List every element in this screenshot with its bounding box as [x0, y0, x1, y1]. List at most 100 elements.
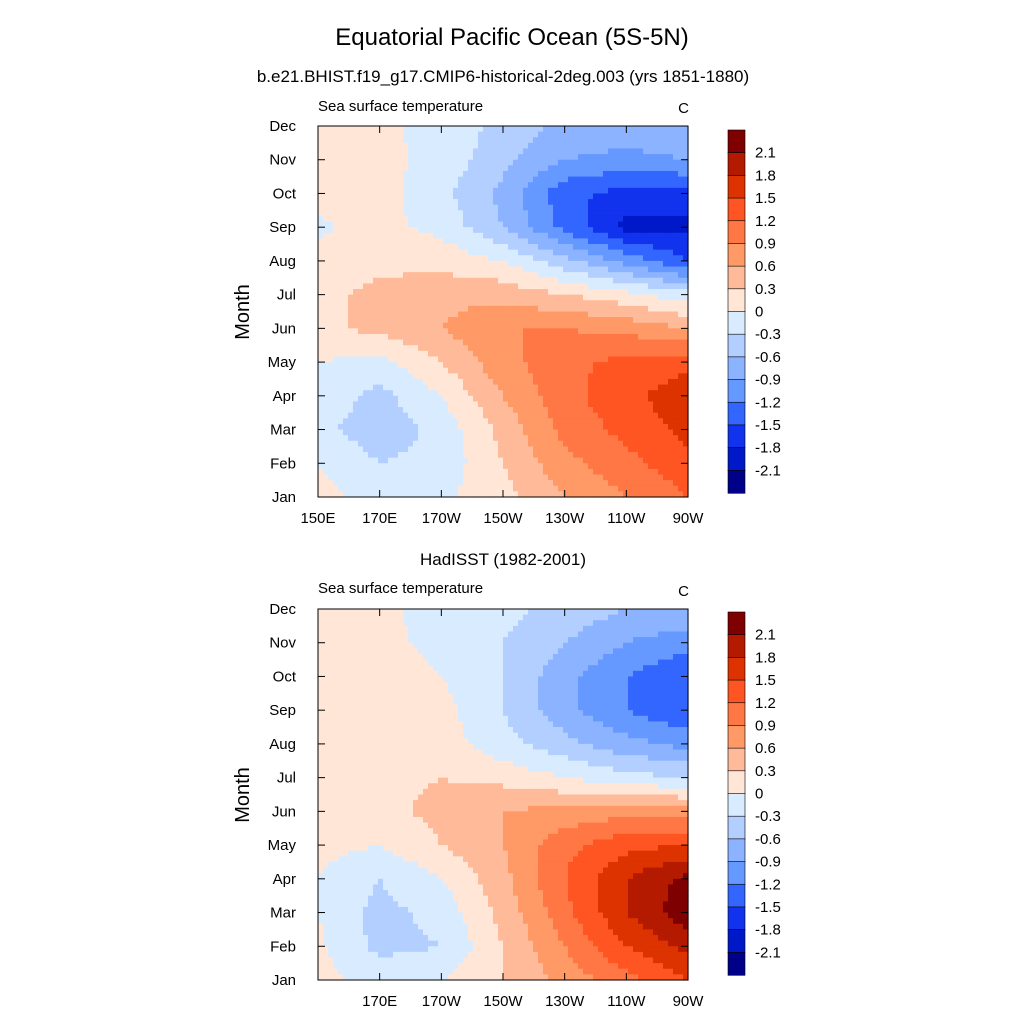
- contour-cell: [578, 440, 584, 448]
- contour-cell: [358, 249, 364, 256]
- contour-cell: [328, 137, 334, 144]
- contour-cell: [563, 244, 569, 251]
- contour-cell: [323, 609, 329, 616]
- contour-cell: [393, 328, 399, 335]
- contour-cell: [318, 457, 324, 464]
- contour-cell: [598, 395, 604, 403]
- contour-cell: [483, 435, 489, 442]
- contour-cell: [483, 142, 489, 150]
- contour-cell: [418, 142, 424, 150]
- contour-cell: [643, 193, 649, 200]
- y-tick-label: Aug: [269, 253, 296, 270]
- contour-cell: [318, 204, 324, 211]
- contour-cell: [463, 260, 469, 268]
- contour-cell: [488, 210, 494, 217]
- contour-cell: [648, 187, 654, 195]
- contour-cell: [478, 227, 484, 234]
- contour-cell: [338, 159, 344, 166]
- contour-cell: [358, 367, 364, 374]
- contour-cell: [353, 176, 359, 183]
- contour-cell: [468, 170, 474, 178]
- contour-cell: [318, 215, 324, 223]
- contour-cell: [508, 435, 514, 442]
- contour-cell: [628, 131, 634, 138]
- contour-cell: [583, 418, 589, 425]
- contour-cell: [458, 148, 464, 155]
- contour-cell: [498, 300, 504, 307]
- contour-cell: [653, 435, 659, 442]
- contour-cell: [613, 485, 619, 492]
- contour-cell: [553, 227, 559, 234]
- contour-cell: [343, 165, 349, 172]
- contour-cell: [523, 446, 529, 453]
- contour-cell: [438, 277, 444, 284]
- contour-cell: [673, 362, 679, 369]
- contour-cell: [473, 367, 479, 374]
- contour-cell: [663, 378, 669, 386]
- contour-cell: [443, 148, 449, 155]
- contour-cell: [678, 457, 684, 464]
- contour-cell: [533, 435, 539, 442]
- contour-cell: [553, 452, 559, 459]
- contour-cell: [588, 266, 594, 273]
- contour-cell: [668, 395, 674, 403]
- contour-cell: [623, 176, 629, 183]
- contour-cell: [628, 440, 634, 448]
- contour-cell: [473, 457, 479, 464]
- contour-cell: [378, 345, 384, 352]
- contour-cell: [653, 367, 659, 374]
- contour-cell: [683, 373, 689, 380]
- contour-cell: [413, 187, 419, 195]
- contour-cell: [593, 199, 599, 206]
- contour-cell: [588, 474, 594, 481]
- contour-cell: [673, 159, 679, 166]
- contour-cell: [668, 378, 674, 386]
- contour-cell: [323, 367, 329, 374]
- contour-cell: [568, 215, 574, 223]
- contour-cell: [498, 126, 504, 133]
- contour-cell: [568, 480, 574, 487]
- contour-cell: [513, 159, 519, 166]
- contour-cell: [393, 131, 399, 138]
- contour-cell: [588, 126, 594, 133]
- contour-cell: [553, 221, 559, 228]
- contour-cell: [348, 159, 354, 166]
- contour-cell: [413, 159, 419, 166]
- contour-cell: [553, 272, 559, 279]
- contour-cell: [418, 277, 424, 284]
- contour-cell: [498, 215, 504, 223]
- contour-cell: [603, 367, 609, 374]
- contour-cell: [508, 277, 514, 284]
- contour-cell: [573, 435, 579, 442]
- contour-cell: [593, 485, 599, 492]
- contour-cell: [558, 266, 564, 273]
- contour-cell: [318, 350, 324, 358]
- contour-cell: [633, 170, 639, 178]
- contour-cell: [348, 272, 354, 279]
- contour-cell: [468, 350, 474, 358]
- contour-cell: [663, 435, 669, 442]
- contour-cell: [638, 317, 644, 324]
- contour-cell: [443, 446, 449, 453]
- contour-cell: [383, 401, 389, 408]
- contour-cell: [483, 317, 489, 324]
- contour-cell: [643, 328, 649, 335]
- contour-cell: [648, 457, 654, 464]
- contour-cell: [658, 187, 664, 195]
- contour-cell: [463, 193, 469, 200]
- contour-cell: [453, 373, 459, 380]
- contour-cell: [368, 294, 374, 301]
- contour-cell: [598, 423, 604, 431]
- contour-cell: [463, 215, 469, 223]
- contour-cell: [418, 311, 424, 318]
- contour-cell: [428, 384, 434, 391]
- contour-cell: [353, 215, 359, 223]
- contour-cell: [438, 423, 444, 431]
- contour-cell: [368, 232, 374, 240]
- contour-cell: [413, 485, 419, 492]
- contour-cell: [343, 609, 349, 616]
- contour-cell: [478, 384, 484, 391]
- contour-cell: [608, 345, 614, 352]
- contour-cell: [558, 215, 564, 223]
- contour-cell: [658, 305, 664, 313]
